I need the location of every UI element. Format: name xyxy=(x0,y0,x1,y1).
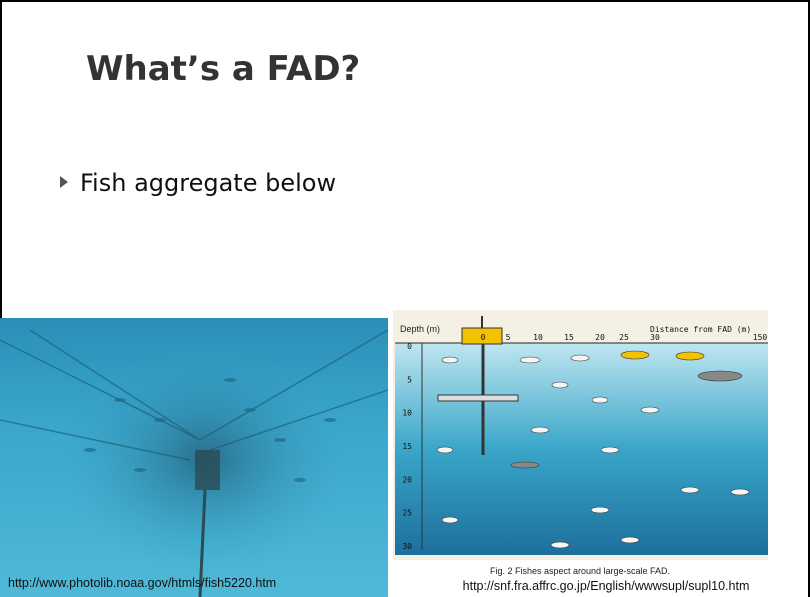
distance-tick-label: 30 xyxy=(650,333,660,342)
depth-tick-label: 10 xyxy=(402,409,412,418)
depth-tick-label: 0 xyxy=(407,342,412,351)
distance-axis-label: Distance from FAD (m) xyxy=(650,325,751,334)
bullet-marker xyxy=(60,176,68,188)
fad-diagram: Depth (m) Distance from FAD (m) Fig. 2 F… xyxy=(393,310,768,593)
depth-axis-label: Depth (m) xyxy=(400,324,440,334)
distance-tick-label: 10 xyxy=(533,333,543,342)
bullet-text: Fish aggregate below xyxy=(80,169,336,197)
depth-tick-label: 30 xyxy=(402,542,412,551)
distance-tick-label: 25 xyxy=(619,333,629,342)
figure-caption: Fig. 2 Fishes aspect around large-scale … xyxy=(490,566,670,576)
distance-tick-label: 5 xyxy=(506,333,511,342)
underwater-photo: http://www.photolib.noaa.gov/htmls/fish5… xyxy=(0,318,388,597)
distance-tick-label: 150 xyxy=(753,333,768,342)
photo-caption: http://www.photolib.noaa.gov/htmls/fish5… xyxy=(8,576,276,590)
depth-tick-label: 5 xyxy=(407,375,412,384)
depth-tick-label: 15 xyxy=(402,442,412,451)
slide: What’s a FAD? Fish aggregate below http:… xyxy=(0,0,810,597)
distance-tick-label: 20 xyxy=(595,333,605,342)
slide-title: What’s a FAD? xyxy=(86,49,360,89)
figure-source: http://snf.fra.affrc.go.jp/English/wwwsu… xyxy=(463,579,750,593)
depth-tick-label: 25 xyxy=(402,509,412,518)
distance-tick-label: 0 xyxy=(481,333,486,342)
distance-tick-label: 15 xyxy=(564,333,574,342)
depth-tick-label: 20 xyxy=(402,475,412,484)
